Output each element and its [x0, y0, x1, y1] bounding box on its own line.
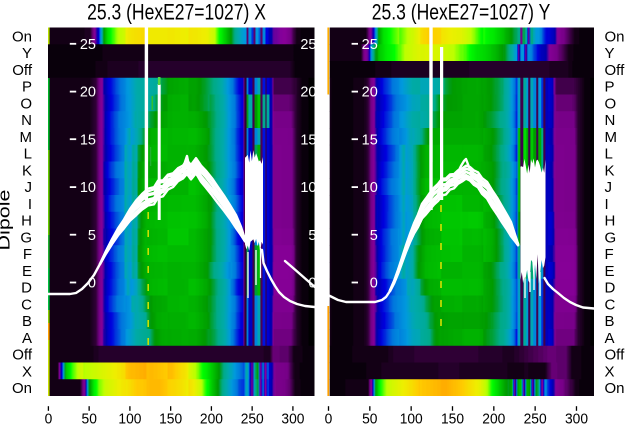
svg-text:200: 200: [482, 411, 505, 428]
svg-text:D: D: [21, 280, 32, 297]
svg-text:15: 15: [362, 132, 378, 148]
svg-text:A: A: [22, 330, 32, 347]
svg-text:J: J: [25, 179, 33, 196]
svg-text:I: I: [605, 196, 609, 213]
svg-text:25: 25: [362, 37, 378, 53]
svg-text:150: 150: [159, 411, 182, 428]
svg-text:100: 100: [118, 411, 141, 428]
svg-text:B: B: [22, 313, 32, 330]
svg-text:P: P: [605, 79, 615, 96]
svg-text:O: O: [605, 95, 617, 112]
svg-text:O: O: [20, 95, 32, 112]
svg-text:25: 25: [80, 37, 96, 53]
svg-text:F: F: [605, 246, 614, 263]
svg-text:G: G: [605, 229, 617, 246]
svg-text:200: 200: [200, 411, 223, 428]
svg-text:5: 5: [88, 228, 96, 244]
svg-text:Off: Off: [605, 347, 626, 364]
svg-text:Off: Off: [605, 62, 626, 79]
svg-text:B: B: [605, 313, 615, 330]
svg-text:A: A: [605, 330, 615, 347]
svg-text:On: On: [12, 380, 32, 397]
svg-text:50: 50: [362, 411, 377, 428]
svg-text:I: I: [28, 196, 32, 213]
svg-text:N: N: [21, 112, 32, 129]
svg-text:250: 250: [524, 411, 547, 428]
svg-text:0: 0: [45, 411, 53, 428]
svg-text:M: M: [605, 129, 618, 146]
svg-text:15: 15: [80, 132, 96, 148]
svg-text:F: F: [23, 246, 32, 263]
svg-text:10: 10: [80, 180, 96, 196]
svg-text:H: H: [21, 213, 32, 230]
svg-text:H: H: [605, 213, 616, 230]
svg-text:On: On: [605, 28, 625, 45]
svg-text:L: L: [24, 146, 32, 163]
svg-text:Off: Off: [12, 62, 33, 79]
svg-text:25: 25: [300, 37, 316, 53]
svg-text:0: 0: [308, 276, 316, 292]
svg-text:M: M: [20, 129, 33, 146]
svg-text:K: K: [605, 162, 615, 179]
svg-text:25.3 (HexE27=1027) Y: 25.3 (HexE27=1027) Y: [372, 1, 551, 26]
svg-text:J: J: [605, 179, 613, 196]
svg-text:L: L: [605, 146, 613, 163]
svg-text:50: 50: [82, 411, 97, 428]
svg-text:Y: Y: [22, 45, 32, 62]
svg-text:C: C: [605, 296, 616, 313]
svg-text:5: 5: [308, 228, 316, 244]
svg-text:Dipole: Dipole: [0, 190, 14, 251]
svg-text:20: 20: [362, 85, 378, 101]
svg-text:P: P: [22, 79, 32, 96]
svg-text:E: E: [22, 263, 32, 280]
svg-text:250: 250: [241, 411, 264, 428]
svg-text:D: D: [605, 280, 616, 297]
svg-text:C: C: [21, 296, 32, 313]
svg-text:20: 20: [80, 85, 96, 101]
svg-text:100: 100: [400, 411, 423, 428]
svg-text:150: 150: [441, 411, 464, 428]
svg-text:10: 10: [300, 180, 316, 196]
svg-text:On: On: [605, 380, 625, 397]
svg-text:Off: Off: [12, 347, 33, 364]
svg-text:N: N: [605, 112, 616, 129]
svg-text:0: 0: [370, 276, 378, 292]
svg-text:0: 0: [88, 276, 96, 292]
svg-text:15: 15: [300, 132, 316, 148]
svg-text:0: 0: [325, 411, 333, 428]
svg-text:G: G: [20, 229, 32, 246]
svg-text:300: 300: [281, 411, 304, 428]
svg-text:20: 20: [300, 85, 316, 101]
svg-text:5: 5: [370, 228, 378, 244]
svg-text:X: X: [22, 363, 32, 380]
svg-text:25.3 (HexE27=1027) X: 25.3 (HexE27=1027) X: [87, 1, 266, 26]
svg-text:K: K: [22, 162, 32, 179]
svg-text:300: 300: [565, 411, 588, 428]
svg-text:Y: Y: [605, 45, 615, 62]
svg-text:On: On: [12, 28, 32, 45]
svg-text:X: X: [605, 363, 615, 380]
svg-text:E: E: [605, 263, 615, 280]
svg-text:10: 10: [362, 180, 378, 196]
